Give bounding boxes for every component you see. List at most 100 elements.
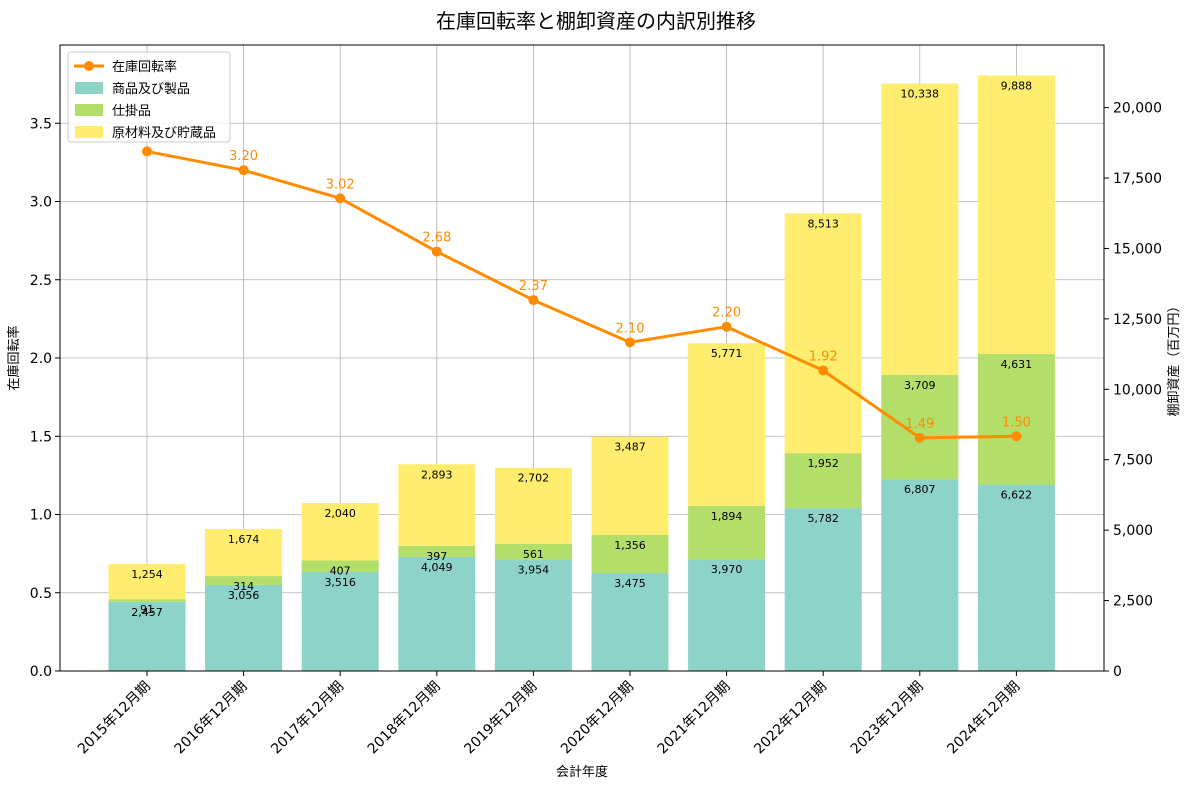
- turnover-value-label: 1.49: [905, 417, 934, 432]
- y-left-tick-label: 3.0: [30, 195, 52, 211]
- bar-segment: [591, 436, 669, 535]
- bar-segment: [494, 559, 572, 671]
- bar-value-label: 10,338: [901, 88, 940, 101]
- turnover-value-label: 2.20: [712, 306, 741, 321]
- bar-segment: [108, 599, 186, 602]
- bar-value-label: 5,782: [807, 512, 839, 525]
- bar-value-label: 3,709: [904, 379, 936, 392]
- bar-value-label: 407: [330, 564, 351, 577]
- y-left-tick-label: 0.5: [30, 586, 52, 602]
- bar-segment: [977, 353, 1055, 485]
- y-right-tick-label: 20,000: [1113, 101, 1162, 117]
- bar-value-label: 397: [426, 550, 447, 563]
- bar-segment: [398, 464, 476, 546]
- bar-segment: [784, 213, 862, 454]
- x-tick-label: 2018年12月期: [365, 679, 444, 758]
- bar-segment: [494, 467, 572, 544]
- y-right-tick-label: 2,500: [1113, 594, 1153, 610]
- chart-title: 在庫回転率と棚卸資産の内訳別推移: [436, 9, 756, 33]
- bar-value-label: 5,771: [711, 347, 743, 360]
- legend-swatch: [75, 104, 103, 116]
- bar-segment: [301, 503, 379, 561]
- bar-value-label: 1,894: [711, 510, 743, 523]
- bar-value-label: 4,049: [421, 561, 453, 574]
- turnover-line: 3.20 3.02 2.68 2.37 2.10 2.20 1.92 1.49 1.50: [142, 146, 1031, 443]
- turnover-point: [142, 146, 152, 157]
- turnover-line-path: [146, 149, 1017, 440]
- bar-value-label: 3,516: [324, 576, 356, 589]
- bar-segment: [977, 484, 1055, 671]
- y-left-tick-label: 1.0: [30, 508, 52, 524]
- bar-value-labels: 2,457 3,056 3,516 4,049 3,954 3,475 3,970 5,782…: [131, 79, 1032, 618]
- bar-segment: [591, 573, 669, 671]
- x-tick-label: 2022年12月期: [751, 679, 830, 758]
- turnover-point: [335, 193, 346, 204]
- y-right-tick-label: 0: [1113, 664, 1122, 680]
- bar-segment: [494, 543, 572, 560]
- bar-value-label: 8,513: [807, 217, 839, 230]
- turnover-value-label: 2.37: [519, 279, 548, 294]
- x-tick-label: 2016年12月期: [172, 679, 251, 758]
- legend-label: 仕掛品: [112, 104, 151, 119]
- bar-value-label: 4,631: [1001, 358, 1033, 371]
- legend-swatch: [75, 82, 103, 94]
- stacked-bars: [108, 75, 1055, 671]
- turnover-value-label: 1.92: [809, 350, 838, 365]
- bar-value-label: 6,622: [1001, 488, 1033, 501]
- y-left-tick-label: 3.5: [30, 116, 52, 132]
- turnover-point: [1011, 431, 1022, 442]
- legend-label: 商品及び製品: [112, 82, 190, 97]
- turnover-point: [431, 246, 442, 257]
- bar-segment: [881, 374, 959, 480]
- bar-value-label: 2,040: [324, 507, 356, 520]
- bar-segment: [398, 556, 476, 671]
- bar-value-label: 2,893: [421, 468, 453, 481]
- bar-value-label: 2,457: [131, 606, 163, 619]
- y-left-tick-label: 1.5: [30, 429, 52, 445]
- bar-value-label: 1,952: [807, 457, 839, 470]
- bar-value-label: 1,356: [614, 539, 646, 552]
- bar-segment: [205, 584, 283, 671]
- bar-value-label: 2,702: [518, 472, 550, 485]
- bar-value-label: 3,487: [614, 441, 646, 454]
- bar-segment: [784, 508, 862, 671]
- bar-segment: [591, 534, 669, 574]
- y-left-tick-label: 2.5: [30, 273, 52, 289]
- bar-value-label: 6,807: [904, 483, 936, 496]
- legend-line-marker: [84, 61, 94, 71]
- turnover-value-label: 2.68: [422, 231, 451, 246]
- turnover-value-label: 1.50: [1002, 415, 1031, 430]
- turnover-point: [238, 165, 249, 176]
- bar-segment: [977, 75, 1055, 354]
- bar-segment: [301, 571, 379, 671]
- y-right-tick-label: 10,000: [1113, 382, 1162, 398]
- x-tick-label: 2015年12月期: [75, 679, 154, 758]
- bar-value-label: 3,056: [228, 589, 260, 602]
- y-left-tick-label: 2.0: [30, 351, 52, 367]
- turnover-point: [528, 295, 539, 306]
- y-right-tick-label: 5,000: [1113, 523, 1153, 539]
- x-axis-label: 会計年度: [556, 764, 608, 780]
- bar-segment: [688, 559, 766, 671]
- turnover-value-label: 2.10: [616, 321, 645, 336]
- bar-value-label: 3,475: [614, 577, 646, 590]
- bar-segment: [205, 528, 283, 577]
- bar-segment: [784, 453, 862, 509]
- turnover-value-label: 3.20: [229, 149, 258, 164]
- turnover-point: [721, 321, 732, 332]
- y-left-tick-label: 0.0: [30, 664, 52, 680]
- x-tick-label: 2020年12月期: [558, 679, 637, 758]
- x-tick-label: 2024年12月期: [944, 679, 1023, 758]
- bar-segment: [881, 83, 959, 375]
- bar-value-label: 9,888: [1001, 79, 1033, 92]
- turnover-value-label: 3.02: [326, 177, 355, 192]
- bar-value-label: 3,954: [518, 564, 550, 577]
- turnover-point: [625, 337, 635, 348]
- legend-label: 在庫回転率: [112, 59, 177, 75]
- y-axis-right-label: 棚卸資産（百万円）: [1166, 299, 1182, 416]
- bar-segment: [108, 601, 186, 671]
- x-tick-label: 2017年12月期: [268, 679, 347, 758]
- bar-segment: [688, 343, 766, 506]
- legend-swatch: [75, 126, 103, 138]
- bar-segment: [881, 479, 959, 671]
